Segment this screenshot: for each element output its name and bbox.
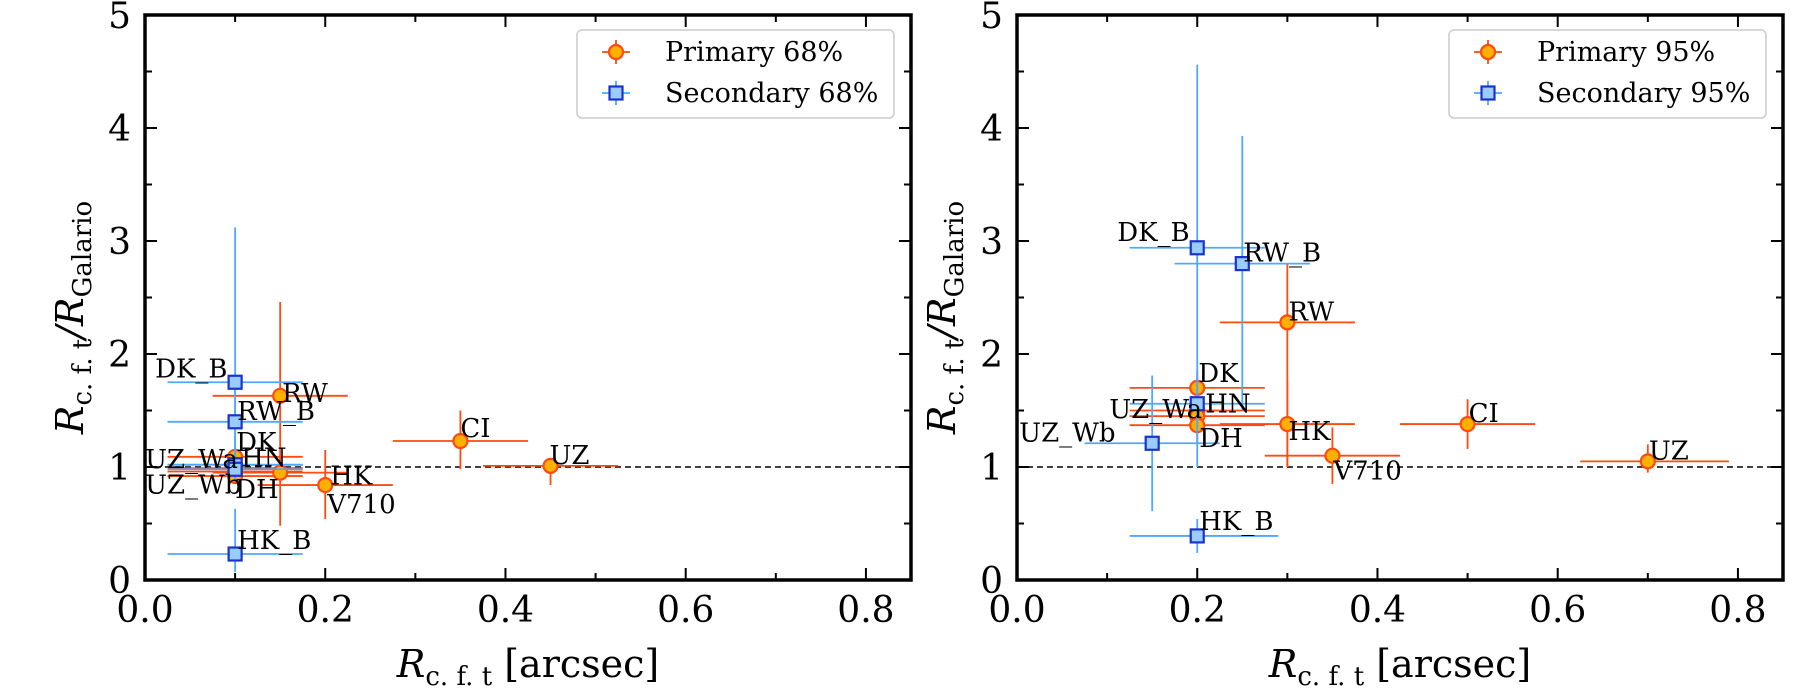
x-tick-label: 0.6 [657, 590, 714, 631]
point-marker [1144, 435, 1160, 451]
legend-marker [607, 43, 625, 61]
point-marker [317, 476, 334, 494]
point-label-dh: DH [235, 475, 279, 505]
point-label-hn: HN [241, 444, 286, 474]
x-tick-label: 0.4 [477, 590, 534, 631]
x-tick-label: 0.0 [116, 590, 173, 631]
point-label-uz-wa: UZ_Wa [1109, 395, 1202, 425]
x-tick-label: 0.2 [297, 590, 354, 631]
point-marker [1189, 528, 1205, 544]
x-tick-label: 0.8 [837, 590, 894, 631]
y-axis-label: Rc. f. t/RGalario [48, 201, 98, 435]
point-label-uz: UZ [1649, 436, 1689, 466]
x-tick-label: 0.6 [1529, 590, 1586, 631]
point-label-uz-wa: UZ_Wa [145, 445, 238, 475]
legend: Primary 95% Secondary 95% [1448, 29, 1767, 119]
point-marker [1189, 240, 1205, 256]
y-tick-label: 3 [108, 222, 131, 263]
legend-marker [1480, 85, 1496, 101]
y-tick-label: 2 [108, 335, 131, 376]
legend-label: Primary 95% [1537, 37, 1715, 68]
point-label-uz-wb: UZ_Wb [145, 471, 241, 501]
y-tick-label: 1 [980, 448, 1003, 489]
x-tick-label: 0.2 [1169, 590, 1226, 631]
y-tick-label: 3 [980, 222, 1003, 263]
point-label-ci: CI [460, 414, 490, 444]
legend-box [576, 29, 895, 119]
point-marker [272, 387, 289, 404]
point-label-rw-b: RW_B [1243, 239, 1321, 269]
point-label-hk-b: HK_B [1199, 507, 1273, 537]
x-tick-label: 0.4 [1349, 590, 1406, 631]
point-label-dk-b: DK_B [155, 354, 227, 384]
point-marker [1189, 396, 1205, 412]
point-marker [1639, 453, 1656, 470]
point-label-v710: V710 [326, 490, 395, 520]
y-tick-label: 4 [108, 109, 131, 150]
point-label-rw-b: RW_B [237, 397, 315, 427]
point-label-dk: DK [1198, 359, 1239, 389]
point-label-hk: HK [330, 462, 373, 492]
y-tick-label: 0 [980, 561, 1003, 602]
legend-label: Primary 68% [665, 37, 843, 68]
point-label-uz: UZ [550, 441, 590, 471]
point-marker [542, 457, 559, 474]
point-label-hk: HK [1288, 417, 1331, 447]
series-secondary-68- [167, 227, 303, 573]
legend-box [1448, 29, 1767, 119]
point-marker [227, 461, 243, 477]
y-tick-label: 2 [980, 335, 1003, 376]
point-label-hn: HN [1205, 390, 1250, 420]
point-marker [1459, 415, 1476, 433]
x-tick-label: 0.0 [988, 590, 1045, 631]
point-label-hk-b: HK_B [237, 526, 311, 556]
point-label-v710: V710 [1332, 457, 1401, 487]
legend-label: Secondary 95% [1537, 78, 1750, 109]
x-axis-label: Rc. f. t [arcsec] [396, 642, 660, 692]
y-tick-label: 5 [108, 0, 131, 37]
series-secondary-95- [1084, 64, 1310, 553]
point-label-dk: DK [236, 428, 277, 458]
legend-label: Secondary 68% [665, 78, 878, 109]
point-marker [1279, 415, 1296, 433]
point-label-dk-b: DK_B [1117, 218, 1189, 248]
point-label-ci: CI [1469, 399, 1499, 429]
y-tick-label: 0 [108, 561, 131, 602]
left-panel: 0.0 0.2 0.4 0.6 0.8 0 1 2 3 4 5 Rc. f. t [arcsec] Rc… [48, 0, 913, 692]
point-marker [1234, 256, 1250, 272]
legend-marker [608, 85, 624, 101]
point-label-dh: DH [1199, 424, 1243, 454]
point-marker [452, 432, 469, 450]
legend: Primary 68% Secondary 68% [576, 29, 895, 119]
point-label-uz-wb: UZ_Wb [1019, 418, 1115, 448]
x-tick-label: 0.8 [1709, 590, 1766, 631]
point-marker [227, 374, 243, 390]
y-axis-label: Rc. f. t/RGalario [920, 201, 970, 435]
y-tick-label: 1 [108, 448, 131, 489]
point-marker [1279, 314, 1296, 331]
point-label-rw: RW [282, 379, 328, 409]
point-marker [227, 546, 243, 562]
point-marker [227, 414, 243, 430]
x-axis-label: Rc. f. t [arcsec] [1268, 642, 1532, 692]
y-tick-label: 5 [980, 0, 1003, 37]
point-label-rw: RW [1288, 297, 1334, 327]
right-panel: 0.0 0.2 0.4 0.6 0.8 0 1 2 3 4 5 Rc. f. t [arcsec] Rc… [920, 0, 1785, 692]
point-marker [1324, 447, 1341, 464]
legend-marker [1479, 43, 1497, 61]
y-tick-label: 4 [980, 109, 1003, 150]
